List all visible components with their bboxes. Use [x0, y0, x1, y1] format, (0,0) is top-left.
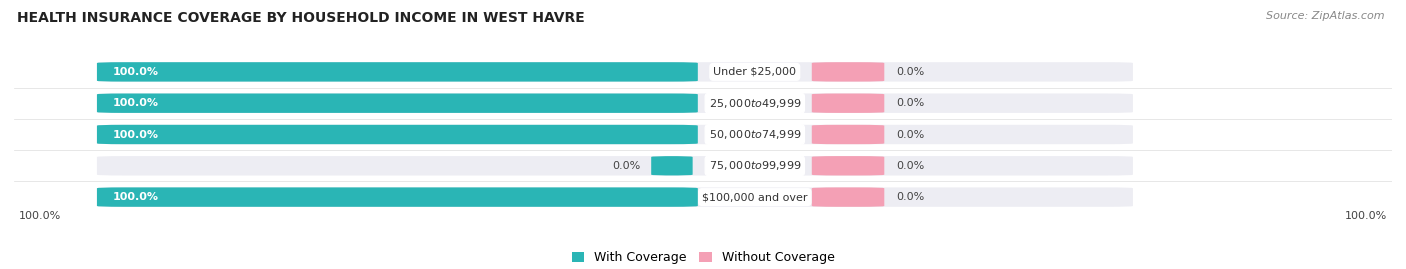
FancyBboxPatch shape [811, 187, 884, 207]
FancyBboxPatch shape [97, 62, 697, 82]
Text: 0.0%: 0.0% [897, 192, 925, 202]
Text: 0.0%: 0.0% [897, 161, 925, 171]
FancyBboxPatch shape [811, 94, 884, 113]
Text: 100.0%: 100.0% [112, 67, 159, 77]
FancyBboxPatch shape [97, 125, 1133, 144]
Text: $50,000 to $74,999: $50,000 to $74,999 [709, 128, 801, 141]
FancyBboxPatch shape [811, 62, 884, 82]
Legend: With Coverage, Without Coverage: With Coverage, Without Coverage [567, 246, 839, 269]
Text: $75,000 to $99,999: $75,000 to $99,999 [709, 159, 801, 172]
Text: 100.0%: 100.0% [1344, 211, 1386, 221]
Text: 0.0%: 0.0% [897, 129, 925, 140]
FancyBboxPatch shape [97, 187, 1133, 207]
Text: Under $25,000: Under $25,000 [713, 67, 796, 77]
FancyBboxPatch shape [97, 125, 697, 144]
Text: 100.0%: 100.0% [112, 129, 159, 140]
FancyBboxPatch shape [97, 156, 1133, 175]
Text: $25,000 to $49,999: $25,000 to $49,999 [709, 97, 801, 110]
Text: 100.0%: 100.0% [20, 211, 62, 221]
FancyBboxPatch shape [651, 156, 693, 175]
Text: Source: ZipAtlas.com: Source: ZipAtlas.com [1267, 11, 1385, 21]
FancyBboxPatch shape [97, 187, 697, 207]
Text: HEALTH INSURANCE COVERAGE BY HOUSEHOLD INCOME IN WEST HAVRE: HEALTH INSURANCE COVERAGE BY HOUSEHOLD I… [17, 11, 585, 25]
Text: 100.0%: 100.0% [112, 192, 159, 202]
FancyBboxPatch shape [97, 94, 697, 113]
FancyBboxPatch shape [811, 125, 884, 144]
FancyBboxPatch shape [97, 62, 1133, 82]
Text: 0.0%: 0.0% [613, 161, 641, 171]
Text: 0.0%: 0.0% [897, 67, 925, 77]
Text: 0.0%: 0.0% [897, 98, 925, 108]
Text: $100,000 and over: $100,000 and over [702, 192, 807, 202]
FancyBboxPatch shape [97, 94, 1133, 113]
FancyBboxPatch shape [811, 156, 884, 175]
Text: 100.0%: 100.0% [112, 98, 159, 108]
